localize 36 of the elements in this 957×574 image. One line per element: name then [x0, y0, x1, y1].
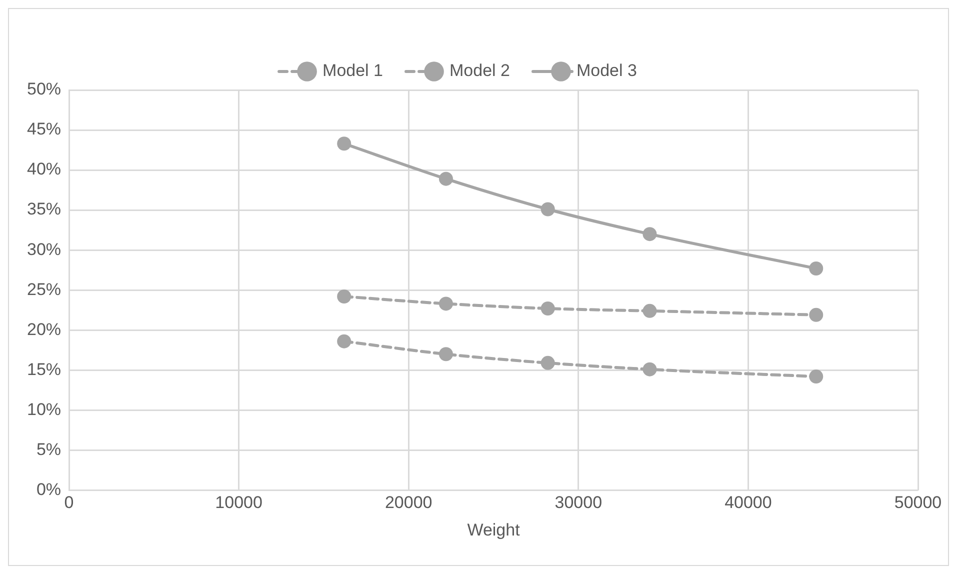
point: [438, 172, 453, 186]
y-tick-label: 20%: [26, 320, 62, 339]
y-tick-label: 40%: [26, 160, 62, 179]
point: [438, 347, 453, 362]
point: [337, 136, 352, 151]
y-tick-label: 50%: [26, 80, 62, 99]
legend-label: Model 3: [576, 61, 637, 80]
y-tick-label: 35%: [26, 200, 62, 219]
point: [809, 308, 824, 322]
x-tick-label: 10000: [215, 493, 262, 512]
point: [809, 370, 824, 384]
y-tick-label: 0%: [36, 480, 62, 499]
x-tick-label: 0: [64, 493, 74, 512]
point: [337, 290, 352, 304]
point: [809, 261, 824, 276]
x-axis-title: Weight: [467, 520, 520, 540]
point: [540, 202, 555, 216]
point: [642, 304, 657, 318]
point: [540, 356, 555, 370]
point: [337, 334, 352, 348]
y-tick-label: 5%: [36, 440, 62, 459]
legend-label: Model 1: [322, 61, 384, 80]
y-tick-label: 10%: [26, 400, 62, 419]
x-tick-label: 50000: [894, 493, 942, 512]
y-tick-label: 15%: [26, 360, 62, 379]
y-tick-label: 25%: [26, 280, 62, 299]
legend-label: Model 2: [450, 61, 510, 80]
point: [642, 362, 657, 376]
point: [438, 296, 453, 311]
point: [540, 302, 555, 316]
point: [642, 227, 657, 242]
x-tick-label: 40000: [724, 493, 772, 512]
y-tick-label: 30%: [26, 240, 62, 259]
x-tick-label: 20000: [384, 493, 432, 512]
x-tick-label: 30000: [554, 493, 602, 512]
y-tick-label: 45%: [26, 120, 62, 139]
